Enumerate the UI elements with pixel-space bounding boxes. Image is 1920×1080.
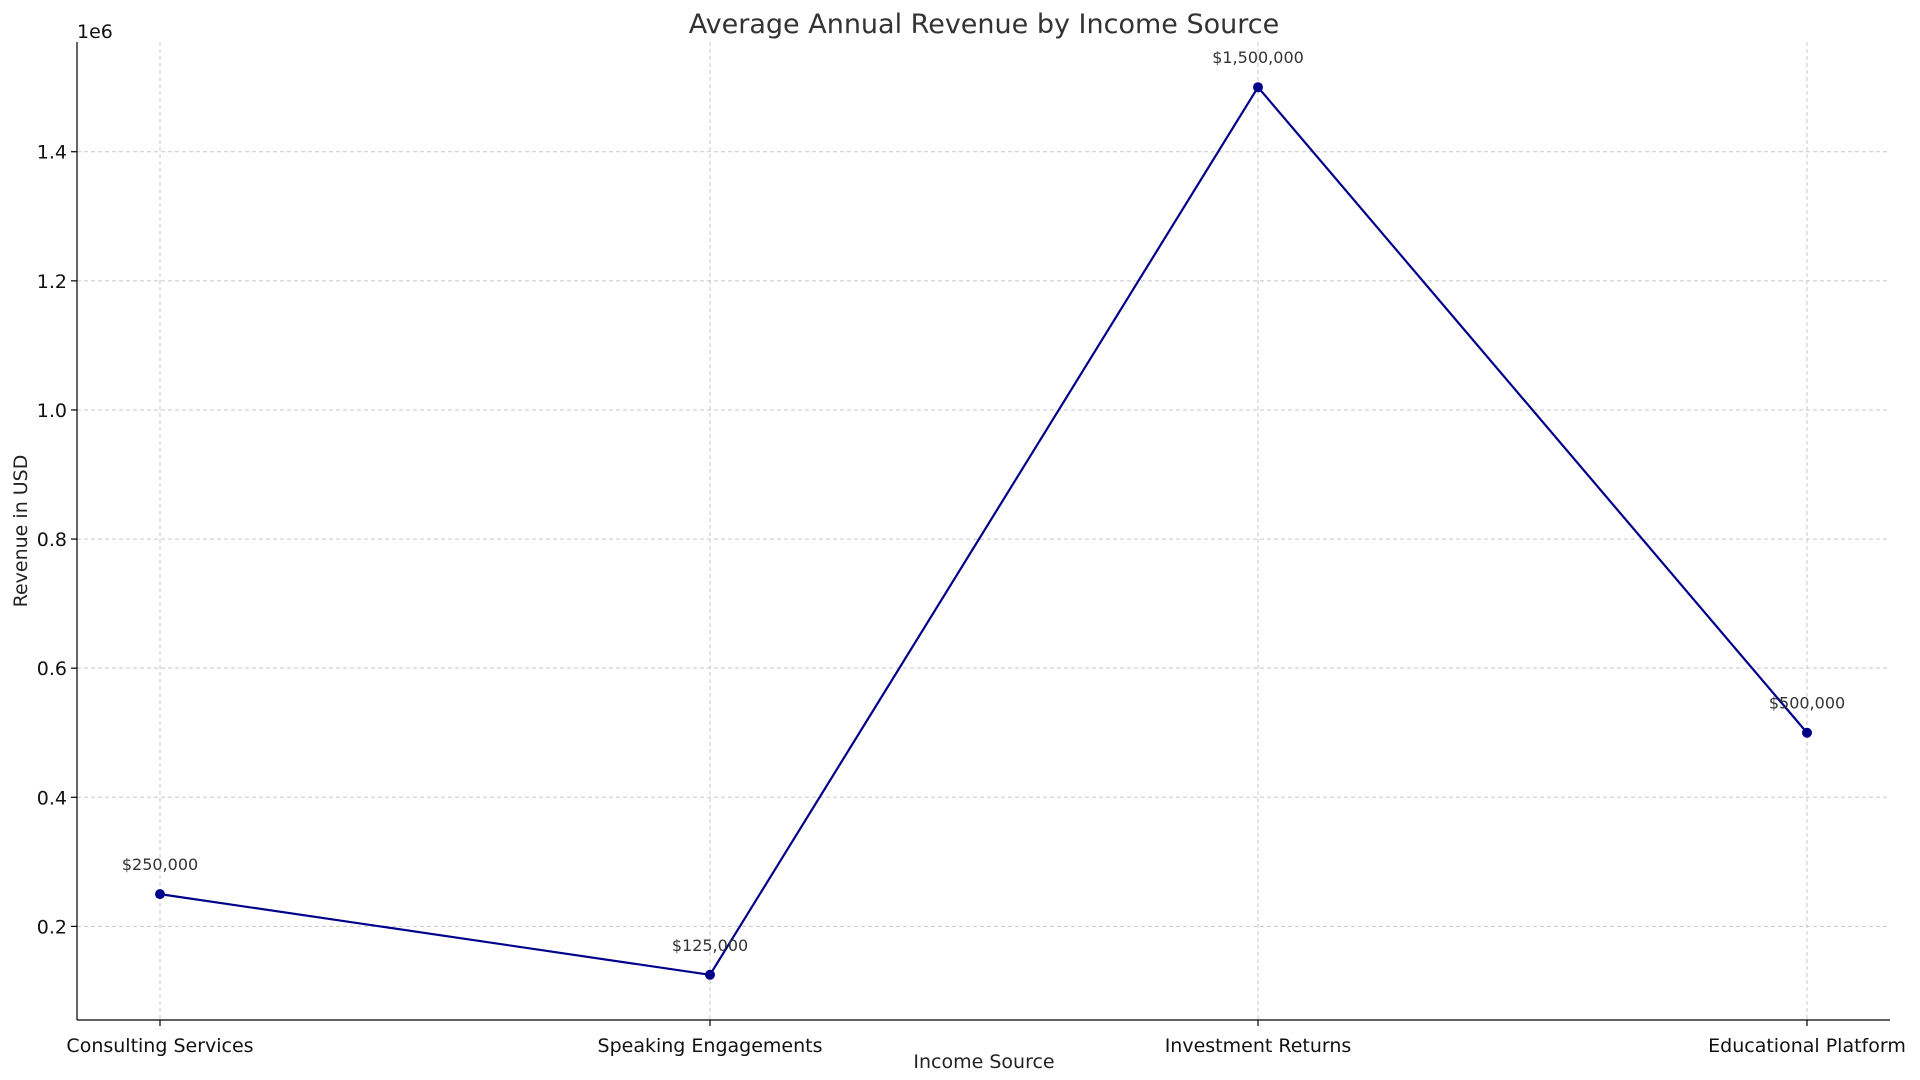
y-tick-label: 1.0 [37,400,67,422]
axes [76,42,1890,1021]
y-tick-label: 1.4 [37,142,67,164]
y-tick-label: 1.2 [37,271,67,293]
series-layer [155,82,1812,980]
x-axis-label: Income Source [913,1051,1054,1073]
data-label: $125,000 [672,936,748,955]
data-point [705,969,715,980]
data-point [1253,82,1263,93]
series-line [159,86,1808,976]
x-tick-label: Investment Returns [1165,1035,1352,1057]
tick-layer: Consulting Services Speaking Engagements I… [37,142,1906,1057]
y-axis-offset-label: 1e6 [77,21,113,43]
data-label-layer: $250,000 $125,000 $1,500,000 $500,000 [122,48,1845,955]
x-tick-label: Speaking Engagements [598,1035,823,1057]
x-tick-label: Consulting Services [66,1035,253,1057]
data-label: $1,500,000 [1212,48,1304,67]
data-label: $500,000 [1769,694,1845,713]
data-point [1802,727,1812,738]
y-tick-label: 0.6 [37,658,67,680]
grid-layer [77,42,1890,1020]
data-label: $250,000 [122,855,198,874]
y-axis-label: Revenue in USD [10,455,32,608]
x-tick-label: Educational Platform [1708,1035,1906,1057]
y-tick-label: 0.2 [37,916,67,938]
y-tick-label: 0.8 [37,529,67,551]
data-point [155,889,165,900]
y-tick-label: 0.4 [37,787,67,809]
chart-title: Average Annual Revenue by Income Source [689,9,1279,40]
